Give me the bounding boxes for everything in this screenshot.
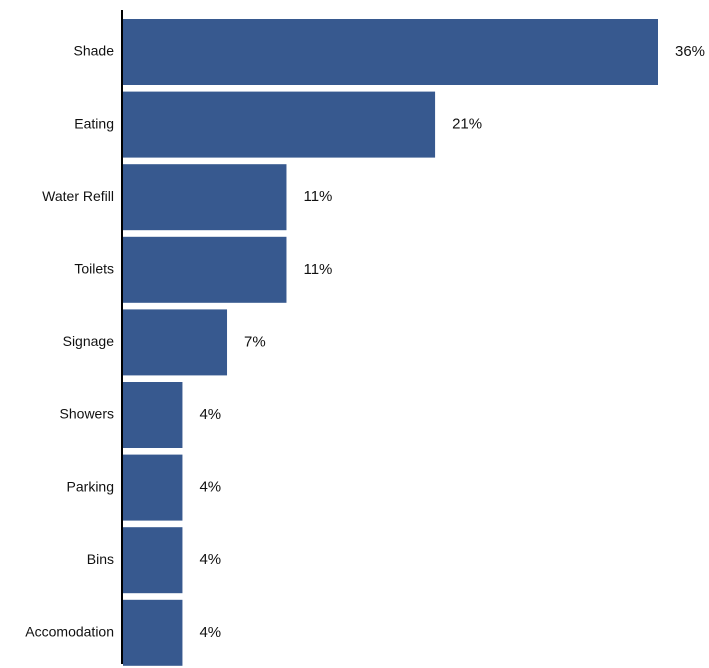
bar-signage [123, 309, 228, 376]
category-label-water-refill: Water Refill [42, 188, 114, 204]
category-label-showers: Showers [60, 406, 114, 422]
value-labels-group: 36% 21% 11% 11% 7% 4% 4% 4% 4% [199, 43, 705, 641]
value-label-parking: 4% [199, 479, 221, 496]
value-label-water-refill: 11% [303, 188, 332, 205]
bars-group [123, 19, 658, 666]
value-label-shade: 36% [675, 43, 705, 60]
bar-accomodation [123, 599, 183, 666]
category-label-signage: Signage [63, 333, 115, 349]
bar-bins [123, 527, 183, 594]
bar-parking [123, 454, 183, 521]
value-label-showers: 4% [199, 406, 221, 423]
category-label-accomodation: Accomodation [25, 624, 114, 640]
value-label-signage: 7% [244, 333, 266, 350]
bar-shade [123, 19, 658, 85]
bar-water-refill [123, 164, 287, 231]
category-label-bins: Bins [87, 551, 114, 567]
category-label-shade: Shade [74, 43, 115, 59]
value-label-accomodation: 4% [199, 624, 221, 641]
category-label-parking: Parking [67, 478, 114, 494]
value-label-toilets: 11% [303, 261, 332, 278]
value-label-bins: 4% [199, 551, 221, 568]
value-label-eating: 21% [452, 116, 482, 133]
category-label-eating: Eating [74, 115, 114, 131]
category-label-toilets: Toilets [74, 261, 114, 277]
category-labels-group: Shade Eating Water Refill Toilets Signage Sho… [25, 43, 114, 640]
bar-eating [123, 91, 436, 158]
bar-toilets [123, 236, 287, 303]
bar-showers [123, 382, 183, 448]
